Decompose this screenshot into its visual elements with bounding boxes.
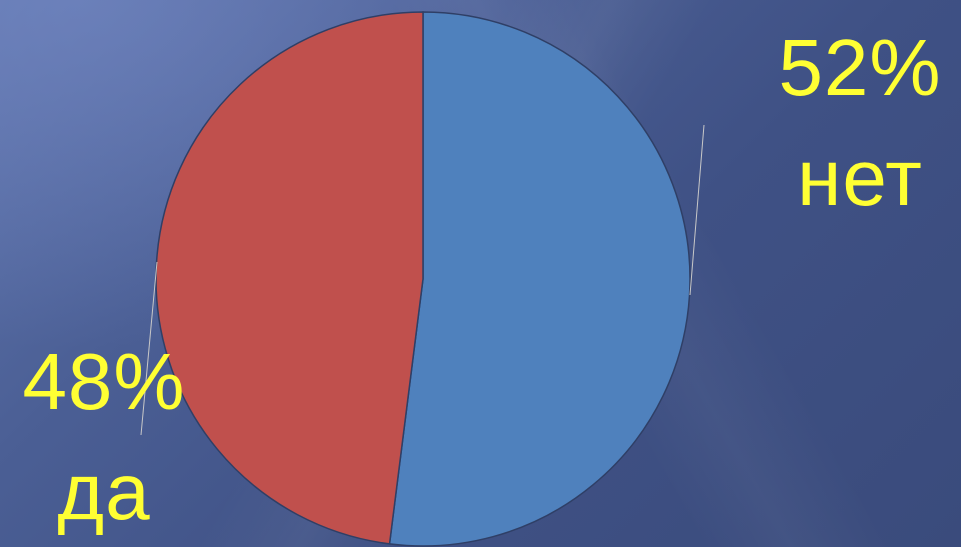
- data-label-da-value: 48%: [22, 337, 186, 426]
- data-label-net-value: 52%: [778, 23, 942, 112]
- leader-lines: [140, 124, 705, 436]
- data-label-da: 48% да: [4, 342, 204, 532]
- data-label-net: 52% нет: [760, 28, 960, 218]
- data-label-net-category: нет: [797, 133, 923, 222]
- pie-slices: [155, 11, 691, 547]
- data-label-da-category: да: [57, 447, 151, 536]
- leader-line-da: [140, 261, 158, 436]
- pie-slice-net: [388, 11, 691, 547]
- leader-line-net: [689, 124, 705, 296]
